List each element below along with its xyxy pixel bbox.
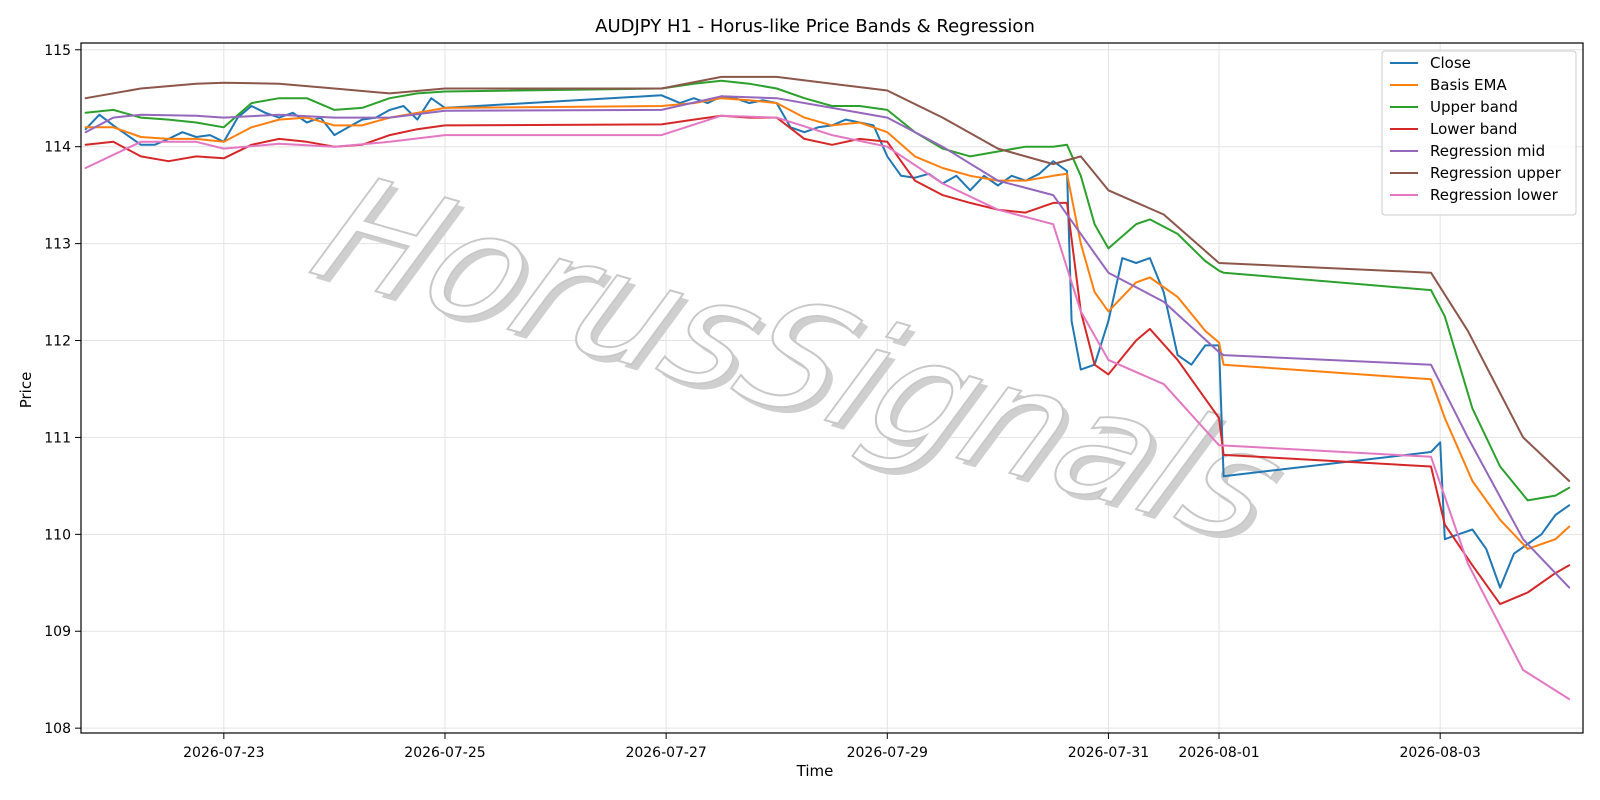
x-axis-ticks: 2026-07-23 2026-07-25 2026-07-27 2026-07-29… [183, 733, 1481, 761]
x-axis-label: Time [796, 762, 834, 780]
y-tick-label: 111 [44, 430, 71, 446]
y-tick-label: 108 [44, 721, 71, 737]
y-tick-label: 109 [44, 624, 71, 640]
x-tick-label: 2026-07-31 [1068, 745, 1149, 761]
y-axis-label: Price [17, 372, 35, 409]
legend-box [1381, 50, 1577, 216]
series-line-regression-mid [84, 95, 1571, 589]
series-line-regression-lower [84, 114, 1571, 701]
y-tick-label: 113 [44, 237, 71, 253]
legend-label: Close [1430, 54, 1471, 72]
x-tick-label: 2026-07-29 [847, 745, 928, 761]
x-tick-label: 2026-08-03 [1399, 745, 1480, 761]
legend: Close Basis EMA Upper band Lower band Regres… [1381, 50, 1577, 216]
series-line-regression-upper [84, 75, 1571, 482]
series-line-lower-band [84, 114, 1571, 606]
x-tick-label: 2026-07-25 [404, 745, 485, 761]
x-tick-label: 2026-07-23 [183, 745, 264, 761]
y-tick-label: 114 [44, 140, 71, 156]
y-tick-label: 110 [44, 527, 71, 543]
y-tick-label: 115 [44, 43, 71, 59]
y-axis-ticks: 108 109 110 111 112 113 114 115 [44, 43, 81, 737]
legend-label: Regression lower [1430, 186, 1559, 204]
series-line-upper-band [84, 79, 1571, 502]
legend-label: Regression upper [1430, 164, 1562, 182]
legend-label: Regression mid [1430, 142, 1545, 160]
legend-label: Basis EMA [1430, 76, 1507, 94]
chart-title: AUDJPY H1 - Horus-like Price Bands & Reg… [595, 16, 1035, 37]
x-tick-label: 2026-08-01 [1178, 745, 1259, 761]
axes-frame [80, 42, 1584, 734]
grid [81, 43, 1583, 733]
series-lines [84, 75, 1571, 701]
y-tick-label: 112 [44, 334, 71, 350]
legend-label: Upper band [1430, 98, 1518, 116]
x-tick-label: 2026-07-27 [625, 745, 706, 761]
legend-label: Lower band [1430, 120, 1517, 138]
